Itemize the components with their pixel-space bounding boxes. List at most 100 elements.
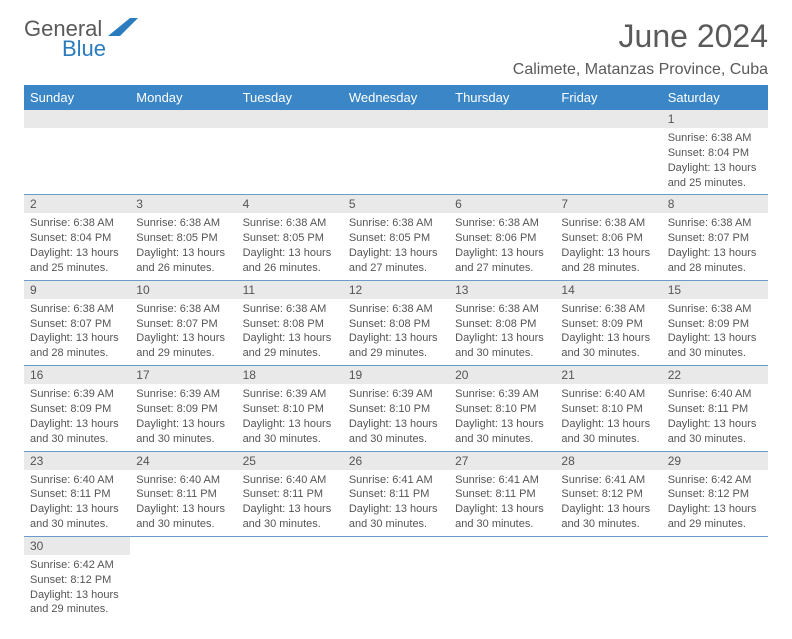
sunset-line: Sunset: 8:05 PM [136, 231, 230, 246]
logo-arrow-icon [108, 18, 138, 41]
daylight-line: and 28 minutes. [668, 261, 762, 276]
day-info: Sunrise: 6:40 AMSunset: 8:11 PMDaylight:… [662, 384, 768, 450]
day-info: Sunrise: 6:38 AMSunset: 8:08 PMDaylight:… [449, 299, 555, 365]
daylight-line: and 30 minutes. [243, 432, 337, 447]
weekday-header: Wednesday [343, 85, 449, 110]
weekday-header: Tuesday [237, 85, 343, 110]
daylight-line: and 29 minutes. [30, 602, 124, 617]
calendar-day-cell: 1Sunrise: 6:38 AMSunset: 8:04 PMDaylight… [662, 110, 768, 195]
day-info: Sunrise: 6:41 AMSunset: 8:12 PMDaylight:… [555, 470, 661, 536]
daylight-line: Daylight: 13 hours [668, 417, 762, 432]
calendar-day-cell: 20Sunrise: 6:39 AMSunset: 8:10 PMDayligh… [449, 366, 555, 451]
day-info: Sunrise: 6:39 AMSunset: 8:09 PMDaylight:… [130, 384, 236, 450]
weekday-header: Thursday [449, 85, 555, 110]
day-info: Sunrise: 6:38 AMSunset: 8:05 PMDaylight:… [130, 213, 236, 279]
daylight-line: and 26 minutes. [243, 261, 337, 276]
sunset-line: Sunset: 8:09 PM [30, 402, 124, 417]
sunset-line: Sunset: 8:12 PM [668, 487, 762, 502]
sunrise-line: Sunrise: 6:42 AM [30, 558, 124, 573]
sunrise-line: Sunrise: 6:40 AM [136, 473, 230, 488]
sunset-line: Sunset: 8:09 PM [668, 317, 762, 332]
sunrise-line: Sunrise: 6:38 AM [243, 216, 337, 231]
calendar-day-cell: 28Sunrise: 6:41 AMSunset: 8:12 PMDayligh… [555, 451, 661, 536]
daylight-line: and 30 minutes. [668, 432, 762, 447]
daylight-line: and 30 minutes. [455, 517, 549, 532]
sunrise-line: Sunrise: 6:38 AM [668, 131, 762, 146]
sunrise-line: Sunrise: 6:39 AM [243, 387, 337, 402]
daylight-line: and 26 minutes. [136, 261, 230, 276]
calendar-day-cell: 29Sunrise: 6:42 AMSunset: 8:12 PMDayligh… [662, 451, 768, 536]
sunrise-line: Sunrise: 6:38 AM [30, 302, 124, 317]
daylight-line: Daylight: 13 hours [668, 331, 762, 346]
sunset-line: Sunset: 8:04 PM [30, 231, 124, 246]
day-info: Sunrise: 6:38 AMSunset: 8:09 PMDaylight:… [555, 299, 661, 365]
sunset-line: Sunset: 8:09 PM [136, 402, 230, 417]
calendar-week-row: 30Sunrise: 6:42 AMSunset: 8:12 PMDayligh… [24, 536, 768, 621]
calendar-day-cell [449, 110, 555, 195]
daylight-line: Daylight: 13 hours [455, 331, 549, 346]
daylight-line: and 30 minutes. [455, 346, 549, 361]
daylight-line: Daylight: 13 hours [561, 331, 655, 346]
sunset-line: Sunset: 8:07 PM [668, 231, 762, 246]
day-info: Sunrise: 6:40 AMSunset: 8:11 PMDaylight:… [130, 470, 236, 536]
calendar-week-row: 1Sunrise: 6:38 AMSunset: 8:04 PMDaylight… [24, 110, 768, 195]
sunset-line: Sunset: 8:10 PM [561, 402, 655, 417]
day-number: 25 [237, 452, 343, 470]
calendar-day-cell: 15Sunrise: 6:38 AMSunset: 8:09 PMDayligh… [662, 280, 768, 365]
daylight-line: Daylight: 13 hours [561, 417, 655, 432]
calendar-day-cell [449, 536, 555, 621]
day-number: 10 [130, 281, 236, 299]
sunrise-line: Sunrise: 6:41 AM [455, 473, 549, 488]
daylight-line: Daylight: 13 hours [668, 502, 762, 517]
calendar-day-cell [343, 536, 449, 621]
daylight-line: and 30 minutes. [30, 517, 124, 532]
calendar-day-cell: 8Sunrise: 6:38 AMSunset: 8:07 PMDaylight… [662, 195, 768, 280]
calendar-day-cell: 27Sunrise: 6:41 AMSunset: 8:11 PMDayligh… [449, 451, 555, 536]
daylight-line: Daylight: 13 hours [349, 502, 443, 517]
daylight-line: Daylight: 13 hours [561, 246, 655, 261]
sunset-line: Sunset: 8:11 PM [136, 487, 230, 502]
calendar-day-cell: 25Sunrise: 6:40 AMSunset: 8:11 PMDayligh… [237, 451, 343, 536]
day-info: Sunrise: 6:42 AMSunset: 8:12 PMDaylight:… [24, 555, 130, 621]
sunrise-line: Sunrise: 6:39 AM [349, 387, 443, 402]
calendar-day-cell: 23Sunrise: 6:40 AMSunset: 8:11 PMDayligh… [24, 451, 130, 536]
sunset-line: Sunset: 8:10 PM [243, 402, 337, 417]
calendar-week-row: 16Sunrise: 6:39 AMSunset: 8:09 PMDayligh… [24, 366, 768, 451]
calendar-day-cell: 17Sunrise: 6:39 AMSunset: 8:09 PMDayligh… [130, 366, 236, 451]
sunset-line: Sunset: 8:05 PM [349, 231, 443, 246]
day-number: 19 [343, 366, 449, 384]
sunrise-line: Sunrise: 6:38 AM [668, 302, 762, 317]
day-number: 22 [662, 366, 768, 384]
calendar-day-cell [237, 110, 343, 195]
daylight-line: and 30 minutes. [136, 432, 230, 447]
sunset-line: Sunset: 8:11 PM [455, 487, 549, 502]
sunset-line: Sunset: 8:05 PM [243, 231, 337, 246]
day-info: Sunrise: 6:38 AMSunset: 8:05 PMDaylight:… [343, 213, 449, 279]
day-info: Sunrise: 6:38 AMSunset: 8:04 PMDaylight:… [24, 213, 130, 279]
daylight-line: and 25 minutes. [668, 176, 762, 191]
daylight-line: Daylight: 13 hours [30, 246, 124, 261]
daylight-line: Daylight: 13 hours [243, 417, 337, 432]
day-info: Sunrise: 6:39 AMSunset: 8:10 PMDaylight:… [343, 384, 449, 450]
calendar-day-cell [24, 110, 130, 195]
sunset-line: Sunset: 8:06 PM [455, 231, 549, 246]
daylight-line: Daylight: 13 hours [243, 246, 337, 261]
calendar-day-cell: 24Sunrise: 6:40 AMSunset: 8:11 PMDayligh… [130, 451, 236, 536]
calendar-day-cell: 26Sunrise: 6:41 AMSunset: 8:11 PMDayligh… [343, 451, 449, 536]
daylight-line: Daylight: 13 hours [136, 417, 230, 432]
sunrise-line: Sunrise: 6:38 AM [561, 302, 655, 317]
daylight-line: Daylight: 13 hours [349, 417, 443, 432]
day-number: 1 [662, 110, 768, 128]
day-number: 14 [555, 281, 661, 299]
daylight-line: Daylight: 13 hours [561, 502, 655, 517]
sunset-line: Sunset: 8:11 PM [349, 487, 443, 502]
day-number: 20 [449, 366, 555, 384]
calendar-day-cell [130, 536, 236, 621]
title-block: June 2024 Calimete, Matanzas Province, C… [513, 18, 768, 79]
day-number-empty [237, 110, 343, 128]
sunset-line: Sunset: 8:07 PM [136, 317, 230, 332]
sunrise-line: Sunrise: 6:38 AM [136, 302, 230, 317]
day-number: 29 [662, 452, 768, 470]
day-number: 8 [662, 195, 768, 213]
daylight-line: and 29 minutes. [243, 346, 337, 361]
